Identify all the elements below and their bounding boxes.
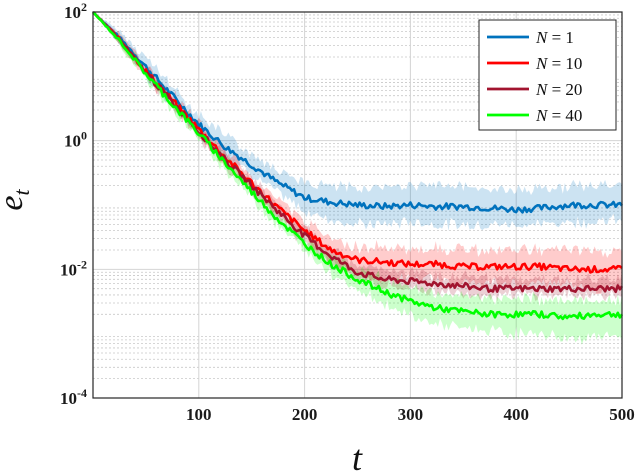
x-tick-label: 400 <box>503 405 529 424</box>
y-tick-label: 10-4 <box>60 386 87 408</box>
x-tick-label: 300 <box>398 405 424 424</box>
legend: N = 1 N = 10 N = 20 N = 40 <box>479 20 616 130</box>
y-axis-label-subscript: t <box>9 189 34 196</box>
x-tick-labels: 100 200 300 400 500 <box>186 405 635 424</box>
legend-label: N = 40 <box>535 106 582 125</box>
legend-label: N = 10 <box>535 54 582 73</box>
x-axis-label: t <box>352 438 363 473</box>
y-tick-label: 100 <box>64 129 87 151</box>
y-tick-labels: 102 100 10-2 10-4 <box>60 0 87 408</box>
y-axis-label: et <box>0 189 34 211</box>
x-tick-label: 200 <box>292 405 318 424</box>
x-tick-label: 100 <box>186 405 212 424</box>
legend-label: N = 20 <box>535 80 582 99</box>
legend-label: N = 1 <box>535 28 574 47</box>
y-tick-label: 102 <box>64 0 87 22</box>
x-tick-label: 500 <box>609 405 635 424</box>
y-tick-label: 10-2 <box>60 257 87 279</box>
